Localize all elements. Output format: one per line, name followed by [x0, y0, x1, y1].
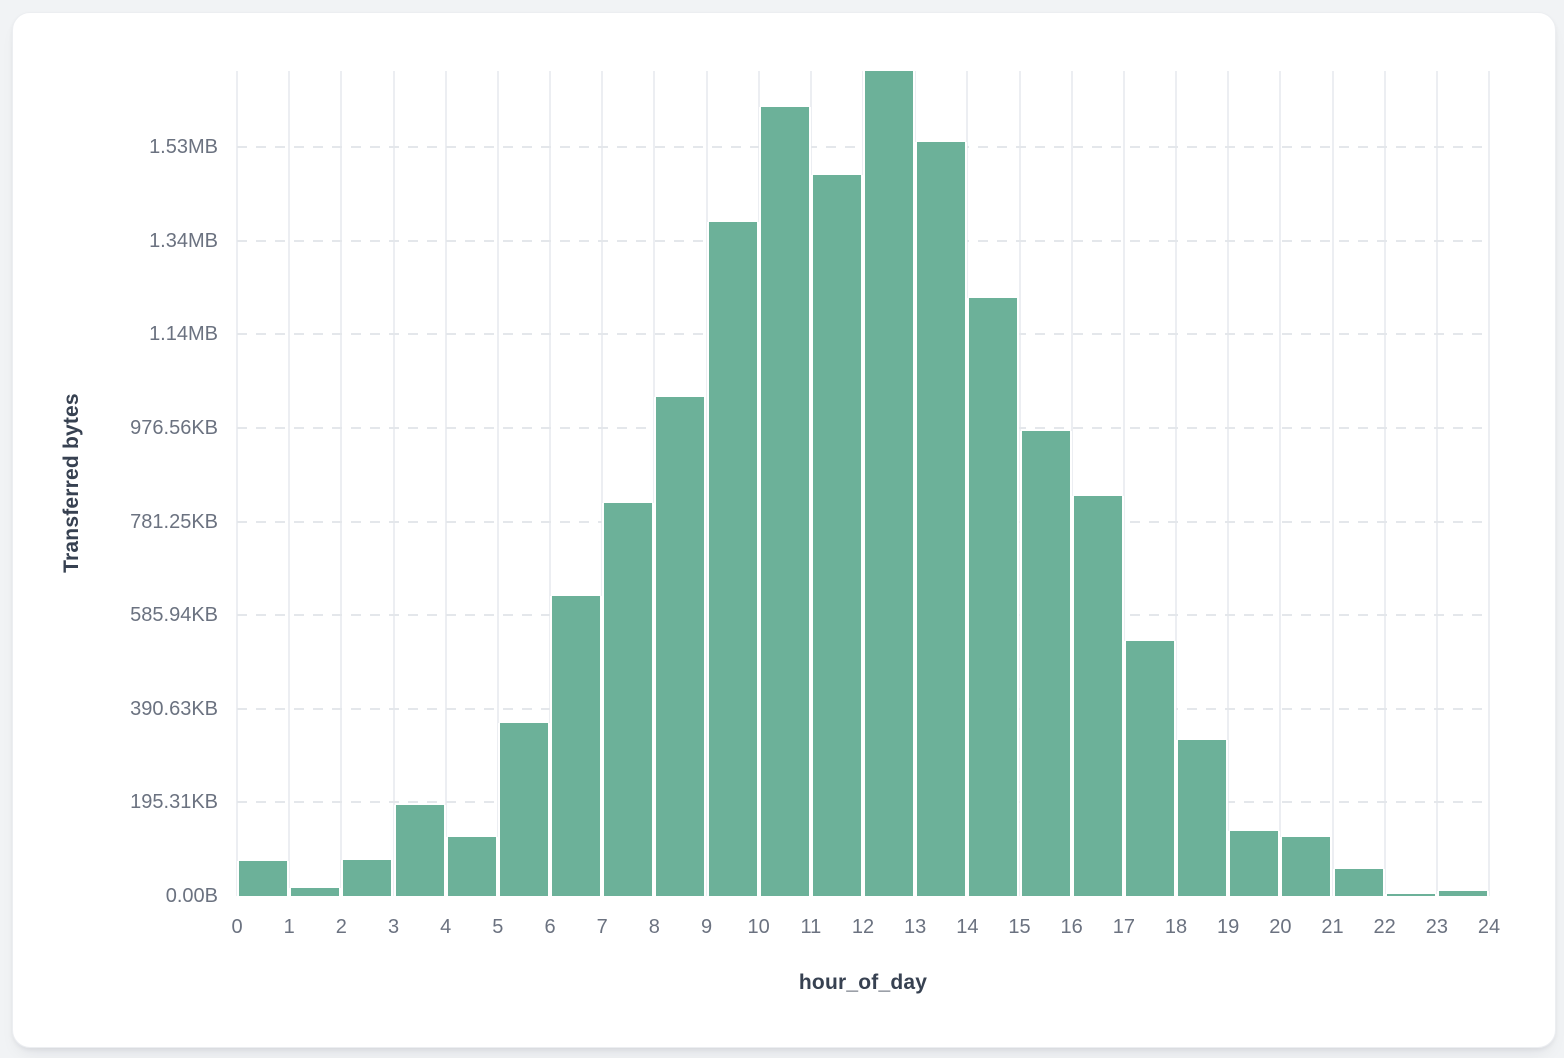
y-tick-label: 390.63KB — [130, 697, 218, 720]
x-tick-label: 23 — [1425, 916, 1448, 938]
x-tick-label: 22 — [1373, 916, 1396, 938]
x-tick-label: 16 — [1060, 916, 1083, 938]
x-tick-label: 2 — [335, 916, 347, 938]
x-tick-label: 8 — [648, 916, 660, 938]
bar-hour-14[interactable] — [967, 298, 1020, 896]
y-tick-label: 1.14MB — [149, 323, 218, 346]
x-tick-label: 5 — [492, 916, 504, 938]
bar-hour-0[interactable] — [237, 861, 290, 896]
vertical-gridline — [1331, 71, 1334, 896]
vertical-gridline — [1122, 71, 1125, 896]
bar-hour-8[interactable] — [654, 396, 707, 896]
vertical-gridline — [236, 71, 238, 896]
vertical-gridline — [288, 71, 291, 896]
vertical-gridline — [1435, 71, 1438, 896]
bar-hour-19[interactable] — [1228, 830, 1281, 896]
x-tick-label: 24 — [1477, 916, 1501, 938]
x-tick-label: 7 — [596, 916, 608, 938]
x-axis-title: hour_of_day — [798, 971, 928, 994]
bar-hour-9[interactable] — [706, 222, 759, 896]
bar-hour-3[interactable] — [393, 804, 446, 896]
x-tick-label: 19 — [1217, 916, 1240, 938]
x-tick-label: 21 — [1321, 916, 1344, 938]
bar-hour-18[interactable] — [1176, 740, 1229, 896]
vertical-gridline — [444, 71, 447, 896]
bar-hour-12[interactable] — [863, 71, 916, 896]
vertical-gridline — [549, 71, 551, 896]
bar-hour-6[interactable] — [550, 595, 603, 896]
bar-hour-15[interactable] — [1019, 430, 1072, 896]
x-tick-label: 15 — [1008, 916, 1031, 938]
y-tick-label: 0.00B — [165, 885, 218, 907]
bar-hour-7[interactable] — [602, 503, 655, 896]
bar-hour-17[interactable] — [1123, 640, 1176, 896]
x-tick-label: 4 — [440, 916, 452, 938]
vertical-gridline — [1070, 71, 1073, 896]
bar-hour-21[interactable] — [1332, 869, 1385, 896]
bar-hour-10[interactable] — [758, 106, 811, 896]
vertical-gridline — [1383, 71, 1386, 896]
vertical-gridline — [392, 71, 395, 896]
y-tick-label: 195.31KB — [130, 791, 218, 814]
y-axis-title: Transferred bytes — [60, 393, 83, 573]
vertical-gridline — [1175, 71, 1177, 896]
bar-hour-20[interactable] — [1280, 836, 1333, 896]
y-tick-label: 1.53MB — [149, 136, 218, 159]
y-tick-label: 585.94KB — [130, 604, 218, 627]
vertical-gridline — [1227, 71, 1230, 896]
x-tick-label: 11 — [800, 916, 822, 938]
x-tick-label: 1 — [283, 916, 295, 938]
bar-hour-16[interactable] — [1071, 496, 1124, 896]
y-tick-label: 1.34MB — [149, 229, 218, 252]
bar-hour-13[interactable] — [915, 141, 968, 896]
vertical-gridline — [1279, 71, 1282, 896]
x-tick-label: 0 — [231, 916, 243, 938]
y-tick-label: 976.56KB — [130, 416, 218, 439]
bar-hour-1[interactable] — [289, 888, 342, 896]
bar-hour-5[interactable] — [497, 723, 550, 896]
x-tick-label: 14 — [956, 916, 979, 938]
x-tick-label: 18 — [1164, 916, 1188, 938]
x-tick-label: 9 — [700, 916, 713, 938]
x-tick-label: 6 — [544, 916, 556, 938]
vertical-gridline — [1488, 71, 1490, 896]
vertical-gridline — [601, 71, 604, 896]
x-tick-label: 10 — [747, 916, 770, 938]
bar-hour-22[interactable] — [1384, 894, 1437, 896]
bar-hour-4[interactable] — [445, 836, 498, 896]
bar-hour-23[interactable] — [1436, 890, 1489, 896]
x-tick-label: 12 — [851, 916, 875, 938]
vertical-gridline — [340, 71, 343, 896]
x-tick-label: 20 — [1269, 916, 1292, 938]
y-tick-label: 781.25KB — [130, 510, 218, 533]
plot-area — [236, 71, 1490, 896]
vertical-gridline — [496, 71, 499, 896]
x-tick-label: 3 — [387, 916, 400, 938]
bar-hour-11[interactable] — [810, 175, 863, 896]
x-tick-label: 13 — [904, 916, 927, 938]
bar-hour-2[interactable] — [341, 859, 394, 896]
x-tick-label: 17 — [1112, 916, 1135, 938]
